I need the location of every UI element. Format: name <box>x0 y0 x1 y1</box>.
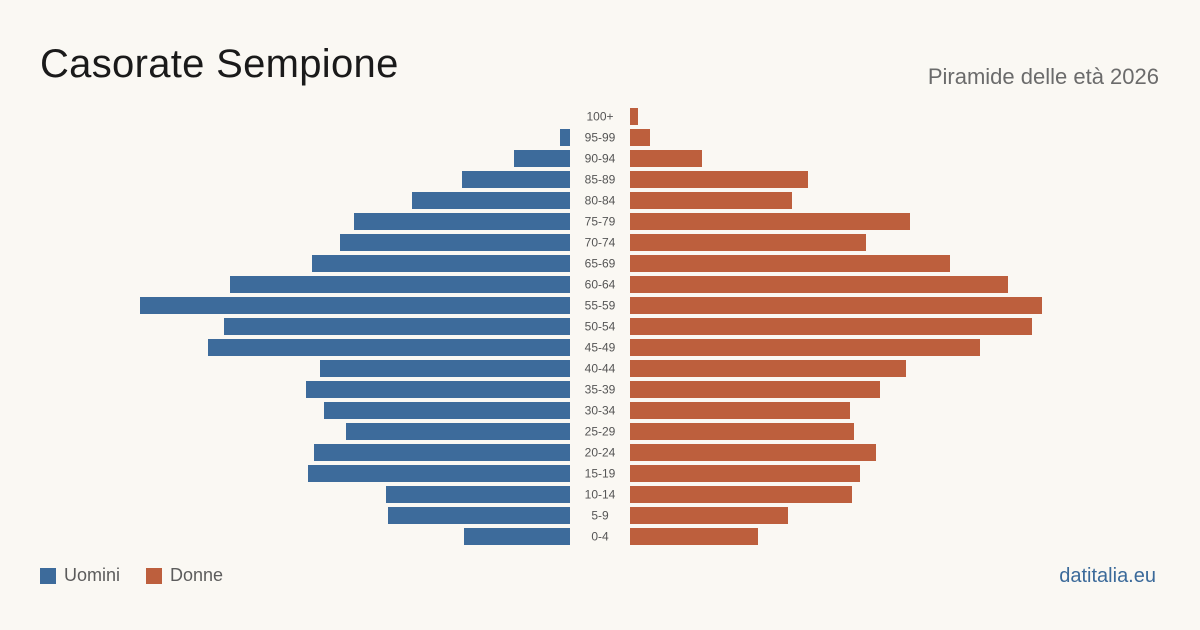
legend-label-men: Uomini <box>64 565 121 585</box>
men-bars-group <box>140 129 570 545</box>
bar-men-40-44 <box>320 360 570 377</box>
legend-swatch-men <box>40 567 56 584</box>
age-label-70-74: 70-74 <box>585 236 616 250</box>
age-label-5-9: 5-9 <box>591 509 609 523</box>
bar-women-30-34 <box>630 402 850 419</box>
bar-men-45-49 <box>208 339 570 356</box>
chart-title: Casorate Sempione <box>40 42 399 86</box>
age-label-60-64: 60-64 <box>585 278 616 292</box>
age-label-20-24: 20-24 <box>585 446 616 460</box>
bar-women-55-59 <box>630 297 1042 314</box>
bar-men-5-9 <box>388 507 570 524</box>
bar-women-35-39 <box>630 381 880 398</box>
bar-men-95-99 <box>560 129 570 146</box>
bar-women-100plus <box>630 108 638 125</box>
age-label-25-29: 25-29 <box>585 425 616 439</box>
bar-men-35-39 <box>306 381 570 398</box>
bar-women-70-74 <box>630 234 866 251</box>
age-label-55-59: 55-59 <box>585 299 616 313</box>
age-label-10-14: 10-14 <box>585 488 616 502</box>
bar-women-65-69 <box>630 255 950 272</box>
bar-men-90-94 <box>514 150 570 167</box>
bar-men-20-24 <box>314 444 570 461</box>
legend-item-women: Donne <box>146 565 223 586</box>
age-label-80-84: 80-84 <box>585 194 616 208</box>
bar-women-0-4 <box>630 528 758 545</box>
age-label-65-69: 65-69 <box>585 257 616 271</box>
age-labels-group: 100+ 95-99 90-94 85-89 80-84 75-79 70-74 65-69 6… <box>585 110 616 544</box>
bar-men-25-29 <box>346 423 570 440</box>
age-label-100plus: 100+ <box>586 110 613 124</box>
legend-swatch-women <box>146 567 163 584</box>
age-label-40-44: 40-44 <box>585 362 616 376</box>
legend-label-women: Donne <box>170 565 224 585</box>
bar-women-60-64 <box>630 276 1008 293</box>
legend-item-men: Uomini <box>40 565 120 586</box>
bar-men-30-34 <box>324 402 570 419</box>
bar-women-5-9 <box>630 507 788 524</box>
age-label-95-99: 95-99 <box>585 131 616 145</box>
age-label-50-54: 50-54 <box>585 320 616 334</box>
age-label-90-94: 90-94 <box>585 152 616 166</box>
bar-women-95-99 <box>630 129 650 146</box>
women-bars-group <box>630 108 1042 545</box>
bar-women-20-24 <box>630 444 876 461</box>
legend: Uomini Donne <box>40 565 223 586</box>
bar-men-80-84 <box>412 192 570 209</box>
bar-women-45-49 <box>630 339 980 356</box>
bar-men-60-64 <box>230 276 570 293</box>
bar-women-85-89 <box>630 171 808 188</box>
bar-women-25-29 <box>630 423 854 440</box>
bar-women-75-79 <box>630 213 910 230</box>
age-label-75-79: 75-79 <box>585 215 616 229</box>
bar-men-15-19 <box>308 465 570 482</box>
bar-men-10-14 <box>386 486 570 503</box>
bar-women-10-14 <box>630 486 852 503</box>
bar-women-15-19 <box>630 465 860 482</box>
bar-women-50-54 <box>630 318 1032 335</box>
bar-men-75-79 <box>354 213 570 230</box>
bar-men-85-89 <box>462 171 570 188</box>
bar-men-55-59 <box>140 297 570 314</box>
bar-men-0-4 <box>464 528 570 545</box>
age-label-45-49: 45-49 <box>585 341 616 355</box>
age-label-85-89: 85-89 <box>585 173 616 187</box>
age-label-35-39: 35-39 <box>585 383 616 397</box>
chart-subtitle: Piramide delle età 2026 <box>927 64 1159 89</box>
age-label-0-4: 0-4 <box>591 530 609 544</box>
age-label-15-19: 15-19 <box>585 467 616 481</box>
age-label-30-34: 30-34 <box>585 404 616 418</box>
bar-women-90-94 <box>630 150 702 167</box>
bar-men-65-69 <box>312 255 570 272</box>
bar-men-50-54 <box>224 318 570 335</box>
brand-link[interactable]: datitalia.eu <box>1059 565 1156 587</box>
bar-women-80-84 <box>630 192 792 209</box>
bar-men-70-74 <box>340 234 570 251</box>
bar-women-40-44 <box>630 360 906 377</box>
